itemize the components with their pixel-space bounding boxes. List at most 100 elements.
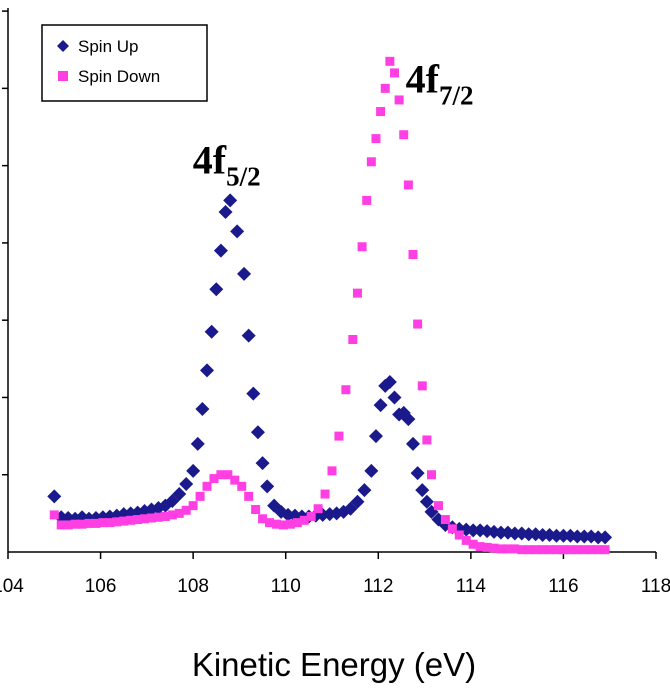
data-point: [140, 514, 150, 524]
data-point: [98, 518, 108, 528]
data-point: [230, 224, 245, 239]
x-tick-label: 106: [85, 576, 117, 597]
y-ticks: [2, 10, 8, 476]
data-point: [565, 545, 575, 555]
data-point: [223, 193, 238, 208]
data-point: [213, 243, 228, 258]
data-series: [47, 56, 613, 555]
data-point: [482, 542, 492, 552]
data-point: [119, 516, 129, 526]
data-point: [461, 535, 471, 545]
data-point: [250, 425, 265, 440]
data-point: [389, 68, 399, 78]
data-point: [327, 466, 337, 476]
data-point: [237, 266, 252, 281]
data-point: [160, 511, 170, 521]
data-point: [558, 545, 568, 555]
data-point: [427, 470, 437, 480]
data-point: [49, 510, 59, 520]
data-point: [47, 489, 62, 504]
data-point: [408, 250, 418, 259]
data-point: [348, 335, 358, 344]
x-tick-label: 112: [363, 576, 393, 597]
legend-marker-square: [58, 71, 68, 81]
data-point: [364, 463, 379, 478]
data-point: [598, 530, 613, 545]
data-point: [586, 545, 596, 555]
data-point: [399, 130, 409, 140]
series-spin-down: [49, 56, 610, 555]
data-point: [204, 324, 219, 339]
x-tick-label: 110: [271, 576, 301, 597]
data-point: [419, 494, 434, 509]
data-point: [406, 436, 420, 451]
data-point: [195, 491, 205, 501]
data-point: [251, 505, 261, 514]
peak-label-subscript: 5/2: [226, 162, 261, 192]
axes: 104 106 108 110 112 114 116 118: [0, 8, 670, 597]
data-point: [209, 474, 219, 484]
x-tick-label: 108: [177, 576, 209, 597]
x-tick-label: 114: [456, 576, 487, 597]
data-point: [285, 519, 295, 529]
peak-label-base: 4f: [193, 138, 227, 183]
data-point: [186, 463, 201, 478]
data-point: [510, 544, 520, 554]
data-point: [468, 539, 478, 549]
data-point: [362, 195, 372, 205]
data-point: [366, 157, 376, 167]
data-point: [216, 470, 226, 480]
peak-label: 4f5/2: [193, 138, 261, 192]
data-point: [126, 515, 136, 525]
data-point: [246, 386, 261, 401]
data-point: [237, 481, 247, 491]
data-point: [387, 390, 402, 405]
data-point: [265, 518, 275, 528]
data-point: [371, 134, 381, 144]
data-point: [454, 530, 464, 540]
data-point: [350, 494, 365, 509]
peak-label-base: 4f: [406, 57, 440, 102]
data-point: [579, 545, 589, 555]
series-spin-up: [47, 193, 613, 545]
data-point: [218, 205, 233, 219]
data-point: [341, 385, 351, 395]
data-point: [517, 545, 527, 555]
data-point: [385, 56, 395, 66]
peak-label: 4f7/2: [406, 57, 474, 111]
data-point: [190, 436, 205, 451]
data-point: [401, 412, 416, 427]
data-point: [241, 328, 256, 343]
data-point: [209, 282, 224, 297]
data-point: [112, 517, 122, 527]
data-point: [380, 83, 390, 93]
x-ticks: 104 106 108 110 112 114 116 118: [0, 552, 670, 597]
data-point: [91, 518, 101, 528]
data-point: [545, 545, 555, 555]
data-point: [447, 524, 457, 534]
data-point: [489, 543, 499, 553]
data-point: [524, 545, 534, 555]
x-tick-label: 104: [0, 576, 24, 597]
data-point: [84, 518, 94, 528]
x-axis-label: Kinetic Energy (eV): [192, 646, 476, 683]
data-point: [593, 545, 603, 555]
data-point: [255, 456, 270, 471]
data-point: [292, 518, 302, 528]
data-point: [195, 402, 210, 417]
data-point: [503, 544, 513, 554]
legend-label: Spin Down: [78, 67, 160, 86]
data-point: [174, 508, 184, 518]
x-tick-label: 118: [641, 576, 670, 597]
data-point: [179, 477, 194, 491]
legend-items: Spin Up Spin Down: [57, 37, 160, 86]
data-point: [352, 288, 362, 298]
legend-box: [41, 24, 208, 102]
data-point: [202, 481, 212, 491]
data-point: [223, 470, 233, 480]
data-point: [77, 519, 87, 529]
data-point: [271, 519, 281, 529]
data-point: [146, 513, 156, 523]
legend: Spin Up Spin Down: [41, 24, 208, 102]
data-point: [403, 180, 413, 190]
